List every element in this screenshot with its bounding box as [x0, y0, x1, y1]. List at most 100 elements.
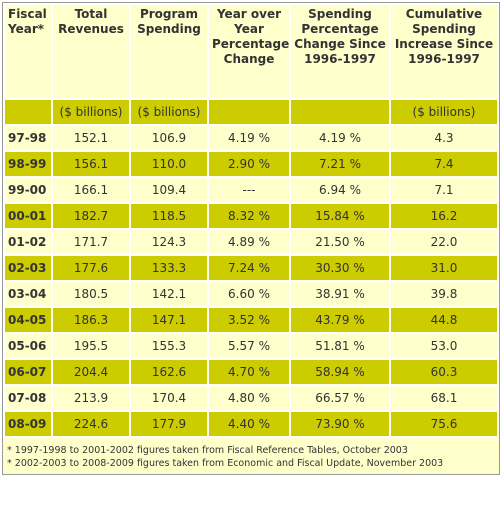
data-cell: 224.6: [53, 412, 129, 436]
data-cell: 8.32 %: [209, 204, 289, 228]
data-cell: 4.89 %: [209, 230, 289, 254]
data-cell: 4.70 %: [209, 360, 289, 384]
data-cell: 75.6: [391, 412, 497, 436]
data-cell: 44.8: [391, 308, 497, 332]
data-cell: 3.52 %: [209, 308, 289, 332]
table: Fiscal Year* Total Revenues Program Spendi…: [3, 3, 499, 438]
data-row: 02-03 177.6 133.3 7.24 % 30.30 % 31.0: [5, 256, 497, 280]
header-cell: Program Spending: [131, 5, 207, 98]
data-cell: 6.60 %: [209, 282, 289, 306]
fiscal-year: 03-04: [5, 282, 51, 306]
data-cell: 152.1: [53, 126, 129, 150]
data-cell: 16.2: [391, 204, 497, 228]
fiscal-year: 98-99: [5, 152, 51, 176]
fiscal-year: 06-07: [5, 360, 51, 384]
data-row: 06-07 204.4 162.6 4.70 % 58.94 % 60.3: [5, 360, 497, 384]
data-row: 05-06 195.5 155.3 5.57 % 51.81 % 53.0: [5, 334, 497, 358]
data-cell: 43.79 %: [291, 308, 389, 332]
data-cell: 7.4: [391, 152, 497, 176]
fiscal-year: 02-03: [5, 256, 51, 280]
data-cell: 51.81 %: [291, 334, 389, 358]
data-cell: 31.0: [391, 256, 497, 280]
fiscal-year: 97-98: [5, 126, 51, 150]
data-cell: 4.19 %: [291, 126, 389, 150]
data-cell: 7.24 %: [209, 256, 289, 280]
data-cell: 110.0: [131, 152, 207, 176]
data-cell: 147.1: [131, 308, 207, 332]
data-cell: 156.1: [53, 152, 129, 176]
fiscal-year: 00-01: [5, 204, 51, 228]
data-cell: ---: [209, 178, 289, 202]
data-cell: 162.6: [131, 360, 207, 384]
table-container: Fiscal Year* Total Revenues Program Spendi…: [2, 2, 500, 475]
data-cell: 53.0: [391, 334, 497, 358]
data-cell: 106.9: [131, 126, 207, 150]
data-cell: 39.8: [391, 282, 497, 306]
data-row: 97-98 152.1 106.9 4.19 % 4.19 % 4.3: [5, 126, 497, 150]
data-cell: 7.21 %: [291, 152, 389, 176]
data-cell: 58.94 %: [291, 360, 389, 384]
data-cell: 182.7: [53, 204, 129, 228]
header-cell: Total Revenues: [53, 5, 129, 98]
units-cell: [291, 100, 389, 124]
data-cell: 171.7: [53, 230, 129, 254]
footnote: * 1997-1998 to 2001-2002 figures taken f…: [7, 445, 408, 456]
data-cell: 124.3: [131, 230, 207, 254]
data-cell: 177.6: [53, 256, 129, 280]
data-cell: 204.4: [53, 360, 129, 384]
fiscal-year: 05-06: [5, 334, 51, 358]
data-cell: 2.90 %: [209, 152, 289, 176]
data-cell: 66.57 %: [291, 386, 389, 410]
data-cell: 5.57 %: [209, 334, 289, 358]
data-row: 03-04 180.5 142.1 6.60 % 38.91 % 39.8: [5, 282, 497, 306]
data-cell: 38.91 %: [291, 282, 389, 306]
data-cell: 142.1: [131, 282, 207, 306]
data-cell: 6.94 %: [291, 178, 389, 202]
data-cell: 22.0: [391, 230, 497, 254]
data-cell: 4.19 %: [209, 126, 289, 150]
data-cell: 166.1: [53, 178, 129, 202]
data-cell: 155.3: [131, 334, 207, 358]
units-cell: [209, 100, 289, 124]
data-row: 99-00 166.1 109.4 --- 6.94 % 7.1: [5, 178, 497, 202]
data-row: 98-99 156.1 110.0 2.90 % 7.21 % 7.4: [5, 152, 497, 176]
units-row: ($ billions) ($ billions) ($ billions): [5, 100, 497, 124]
data-cell: 60.3: [391, 360, 497, 384]
data-row: 08-09 224.6 177.9 4.40 % 73.90 % 75.6: [5, 412, 497, 436]
header-cell: Spending Percentage Change Since 1996-19…: [291, 5, 389, 98]
fiscal-year: 01-02: [5, 230, 51, 254]
header-cell: Year over Year Percentage Change: [209, 5, 289, 98]
fiscal-year: 99-00: [5, 178, 51, 202]
data-cell: 7.1: [391, 178, 497, 202]
data-cell: 213.9: [53, 386, 129, 410]
data-cell: 170.4: [131, 386, 207, 410]
data-cell: 133.3: [131, 256, 207, 280]
units-cell: [5, 100, 51, 124]
data-cell: 118.5: [131, 204, 207, 228]
data-cell: 4.40 %: [209, 412, 289, 436]
footnotes: * 1997-1998 to 2001-2002 figures taken f…: [3, 438, 499, 474]
fiscal-year: 07-08: [5, 386, 51, 410]
data-cell: 21.50 %: [291, 230, 389, 254]
data-cell: 180.5: [53, 282, 129, 306]
data-cell: 68.1: [391, 386, 497, 410]
footnote: * 2002-2003 to 2008-2009 figures taken f…: [7, 458, 444, 469]
data-cell: 4.80 %: [209, 386, 289, 410]
data-cell: 4.3: [391, 126, 497, 150]
header-cell: Fiscal Year*: [5, 5, 51, 98]
units-cell: ($ billions): [53, 100, 129, 124]
data-cell: 30.30 %: [291, 256, 389, 280]
header-cell: Cumulative Spending Increase Since 1996-…: [391, 5, 497, 98]
fiscal-year: 08-09: [5, 412, 51, 436]
units-cell: ($ billions): [391, 100, 497, 124]
data-cell: 186.3: [53, 308, 129, 332]
data-row: 07-08 213.9 170.4 4.80 % 66.57 % 68.1: [5, 386, 497, 410]
header-row: Fiscal Year* Total Revenues Program Spendi…: [5, 5, 497, 98]
data-row: 00-01 182.7 118.5 8.32 % 15.84 % 16.2: [5, 204, 497, 228]
data-row: 04-05 186.3 147.1 3.52 % 43.79 % 44.8: [5, 308, 497, 332]
data-cell: 177.9: [131, 412, 207, 436]
data-cell: 195.5: [53, 334, 129, 358]
data-cell: 73.90 %: [291, 412, 389, 436]
data-cell: 15.84 %: [291, 204, 389, 228]
data-cell: 109.4: [131, 178, 207, 202]
